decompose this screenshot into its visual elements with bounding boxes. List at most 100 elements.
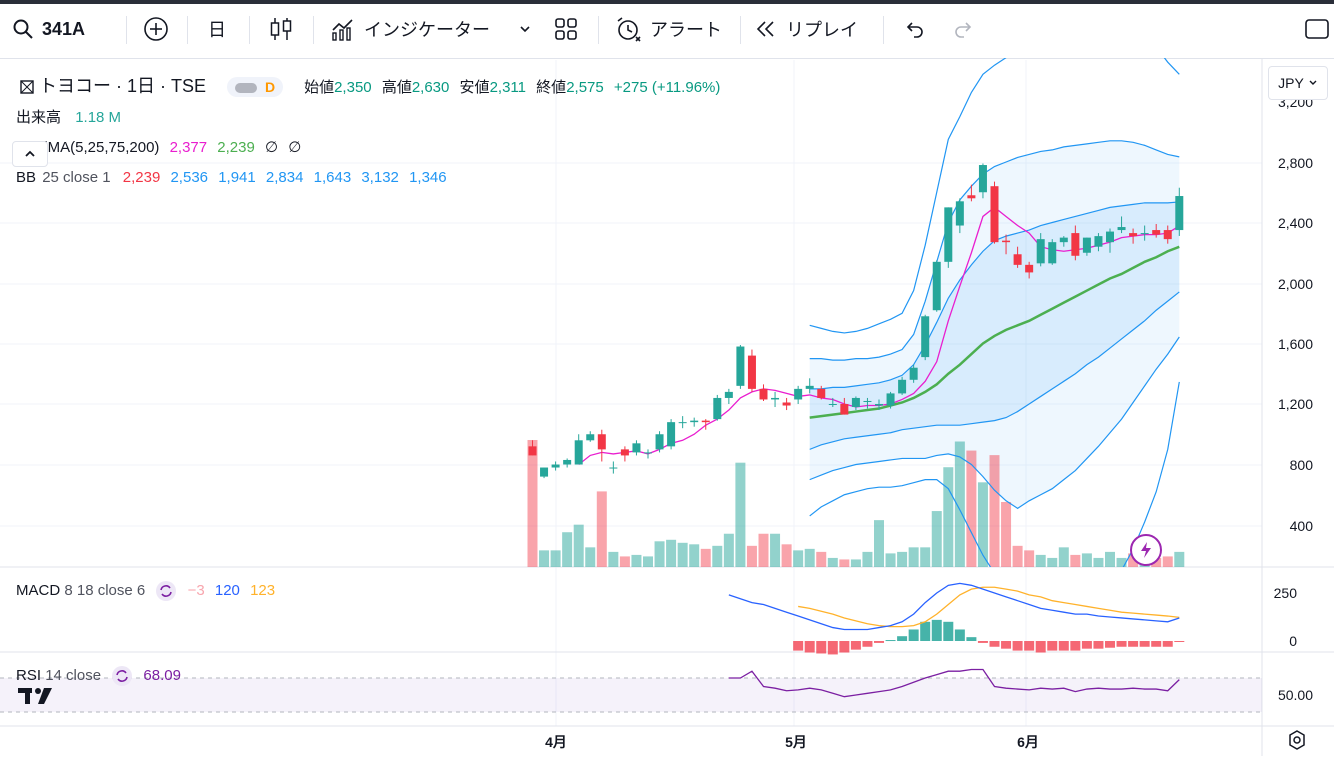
- candle-body: [551, 464, 560, 468]
- candle-body: [609, 467, 618, 469]
- macd-hist-bar: [943, 621, 954, 641]
- candles-icon: [270, 18, 292, 40]
- macd-hist-bar: [954, 629, 965, 641]
- alert-button[interactable]: アラート: [614, 4, 722, 54]
- volume-bar: [585, 547, 596, 567]
- grid-icon: [555, 18, 577, 40]
- bb-lower1-value: 1,941: [218, 169, 256, 186]
- chart-type-button[interactable]: [268, 4, 294, 54]
- candle-body: [736, 346, 745, 386]
- ma75-value: ∅: [265, 139, 279, 156]
- currency-select[interactable]: JPY: [1268, 66, 1328, 100]
- replay-label: リプレイ: [786, 20, 858, 40]
- exchange-logo-icon: [20, 80, 34, 94]
- volume-label: 出来高: [16, 109, 62, 126]
- macd-hist-bar: [827, 641, 838, 655]
- price-axis-label: 400: [1290, 518, 1314, 534]
- candle-body: [978, 165, 987, 193]
- candle-body: [886, 393, 895, 406]
- volume-bar: [977, 482, 988, 567]
- candle-body: [1117, 227, 1126, 231]
- candle-body: [667, 422, 676, 447]
- bb-upper3-value: 3,132: [361, 169, 399, 186]
- volume-bar: [758, 533, 769, 567]
- candle-body: [759, 388, 768, 400]
- volume-bar: [1081, 553, 1092, 567]
- status-badge[interactable]: D: [227, 77, 284, 97]
- close-value: 2,575: [566, 79, 604, 96]
- redo-button[interactable]: [952, 4, 976, 54]
- ma200-value: ∅: [288, 139, 302, 156]
- volume-bar: [1047, 557, 1058, 567]
- macd-hist-bar: [1001, 641, 1012, 649]
- interval-button[interactable]: 日: [208, 4, 226, 54]
- compare-button[interactable]: [142, 4, 170, 54]
- volume-bar: [1070, 554, 1081, 567]
- candle-body: [1002, 240, 1011, 243]
- candle-body: [1025, 264, 1034, 273]
- candle-body: [817, 388, 826, 398]
- volume-bar: [1116, 557, 1127, 567]
- macd-axis-label: 0: [1289, 633, 1297, 649]
- time-axis-label: 6月: [1017, 734, 1039, 750]
- volume-value: 1.18 M: [75, 109, 122, 126]
- top-toolbar: 341A 日 インジケーター アラート リプレイ: [0, 4, 1334, 54]
- candle-body: [597, 434, 606, 450]
- layouts-button[interactable]: [554, 4, 578, 54]
- volume-bar: [1024, 550, 1035, 567]
- volume-bar: [700, 548, 711, 567]
- volume-bar: [1174, 551, 1185, 567]
- volume-bar: [631, 554, 642, 567]
- open-value: 2,350: [334, 79, 372, 96]
- open-label: 始値: [304, 79, 335, 96]
- bb-basis-value: 2,239: [122, 169, 161, 186]
- rsi-legend: RSI 14 close 68.09: [16, 665, 181, 687]
- replay-button[interactable]: リプレイ: [754, 4, 858, 54]
- collapse-legend-button[interactable]: [12, 141, 48, 167]
- rewind-icon: [756, 21, 774, 37]
- candle-body: [724, 391, 733, 398]
- price-axis-label: 2,800: [1278, 155, 1313, 171]
- indicators-button[interactable]: インジケーター: [330, 4, 490, 54]
- indicators-icon: [332, 19, 353, 41]
- bb-line: [809, 336, 1180, 510]
- candle-body: [828, 404, 837, 405]
- indicators-dropdown[interactable]: [518, 4, 532, 54]
- macd-hist-value: −3: [187, 581, 205, 599]
- candle-body: [701, 420, 710, 423]
- price-axis-label: 1,600: [1278, 336, 1313, 352]
- gear-icon[interactable]: [1286, 729, 1308, 751]
- undo-button[interactable]: [902, 4, 926, 54]
- chart-area[interactable]: [0, 58, 1334, 757]
- macd-hist-bar: [1070, 641, 1081, 651]
- ma-label: MultiMA(5,25,75,200): [16, 139, 160, 156]
- candle-body: [840, 404, 849, 415]
- ma-legend: MultiMA(5,25,75,200) 2,377 2,239 ∅ ∅: [16, 138, 301, 156]
- fullscreen-button[interactable]: [1304, 4, 1330, 54]
- candle-body: [1048, 242, 1057, 264]
- symbol-search[interactable]: 341A: [12, 4, 85, 54]
- candle-body: [1094, 236, 1103, 247]
- candle-body: [1059, 237, 1068, 243]
- ma25-line: [809, 245, 1180, 419]
- redo-icon: [955, 22, 972, 38]
- price-axis-label: 2,000: [1278, 276, 1313, 292]
- low-value: 2,311: [489, 79, 526, 96]
- quick-action-button[interactable]: [1130, 534, 1162, 566]
- candle-body: [1036, 239, 1045, 264]
- refresh-icon[interactable]: [111, 665, 133, 687]
- macd-signal-value: 123: [250, 581, 276, 599]
- volume-bar: [539, 550, 550, 567]
- volume-bar: [1012, 545, 1023, 567]
- volume-bar: [677, 542, 688, 567]
- lightning-icon: [1141, 542, 1151, 558]
- volume-bar: [839, 559, 850, 567]
- close-label: 終値: [536, 79, 567, 96]
- candle-body: [921, 316, 930, 358]
- volume-bar: [1058, 547, 1069, 567]
- candle-body: [1071, 233, 1080, 256]
- volume-bar: [654, 541, 665, 567]
- volume-bar: [1162, 556, 1173, 567]
- refresh-icon[interactable]: [155, 580, 177, 602]
